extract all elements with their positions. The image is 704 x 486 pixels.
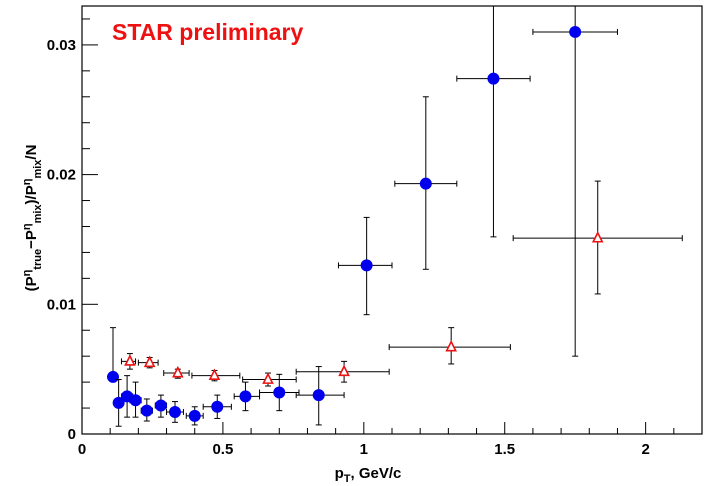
data-point [120, 353, 137, 370]
y-axis-title-part: −P [23, 230, 40, 249]
x-tick-label: 1 [360, 441, 368, 458]
circle-marker [312, 389, 325, 402]
data-point [154, 394, 168, 418]
x-axis-title: pT, GeV/c [335, 465, 402, 485]
data-point [137, 355, 159, 369]
circle-marker [140, 404, 153, 417]
circle-marker [129, 394, 142, 407]
circle-marker [419, 177, 432, 190]
x-tick-label: 1.5 [494, 441, 515, 458]
y-axis-title-part: η [21, 269, 33, 276]
triangle-marker [445, 339, 457, 352]
data-point [112, 379, 125, 427]
circle-marker [107, 370, 119, 383]
triangle-marker [124, 354, 136, 366]
circle-marker [188, 409, 201, 422]
data-point [295, 366, 345, 426]
data-point [388, 327, 511, 365]
data-point [394, 96, 458, 270]
circle-marker [239, 390, 252, 403]
x-tick-label: 0.5 [212, 441, 233, 458]
data-point [233, 381, 261, 412]
plot-frame [81, 5, 703, 435]
x-axis-title-main: p [335, 465, 344, 482]
triangle-marker [262, 372, 274, 384]
triangle-marker [208, 368, 221, 381]
y-tick-label: 0.01 [47, 296, 76, 313]
triangle-marker [338, 364, 350, 377]
data-point [202, 394, 232, 419]
x-axis-title-unit: , GeV/c [351, 465, 402, 482]
data-point [163, 365, 190, 379]
circle-marker [569, 25, 582, 38]
data-point [129, 381, 142, 418]
data-point [107, 327, 119, 383]
circle-marker [169, 405, 181, 418]
y-axis-title-part: η [21, 223, 33, 230]
y-axis-title-part: mix [32, 204, 44, 224]
series-2 [120, 180, 683, 387]
y-axis-title-part: true [32, 249, 44, 270]
circle-marker [487, 72, 500, 85]
data-series [107, 6, 683, 427]
y-axis-title-part: mix [32, 159, 44, 179]
data-point [337, 216, 393, 316]
data-point [456, 6, 531, 238]
y-axis-title: (Pηtrue−Pηmix)/Pηmix/N [21, 145, 44, 292]
data-point [140, 398, 153, 422]
circle-marker [154, 399, 167, 412]
triangle-marker [172, 365, 184, 378]
y-axis-title-part: )/P [23, 185, 40, 204]
data-point [185, 406, 204, 426]
y-tick-label: 0.02 [47, 167, 76, 184]
x-tick-label: 0 [78, 441, 86, 458]
series-1 [107, 6, 618, 427]
star-preliminary-annotation: STAR preliminary [112, 19, 303, 45]
data-point [166, 401, 184, 423]
data-point [242, 372, 297, 387]
y-axis-title-part: (P [23, 276, 40, 291]
y-axis-title-part: /N [23, 145, 40, 160]
data-point [532, 6, 618, 357]
triangle-marker [143, 355, 156, 368]
x-axis-title-subscript: T [344, 473, 351, 485]
y-tick-label: 0 [68, 426, 76, 443]
data-point [295, 360, 390, 383]
x-tick-label: 2 [641, 441, 649, 458]
y-tick-label: 0.03 [47, 37, 76, 54]
x-axis-ticks: 0 0.5 1 1.5 2 [78, 422, 703, 458]
triangle-marker [591, 230, 604, 243]
circle-marker [273, 386, 286, 399]
data-point [259, 373, 300, 412]
circle-marker [112, 396, 125, 409]
data-point [191, 368, 241, 382]
circle-marker [360, 259, 373, 272]
y-axis-title-part: η [21, 178, 33, 185]
circle-marker [211, 400, 224, 413]
data-point [512, 180, 683, 295]
y-axis-ticks: 0 0.01 0.02 0.03 [47, 18, 98, 443]
